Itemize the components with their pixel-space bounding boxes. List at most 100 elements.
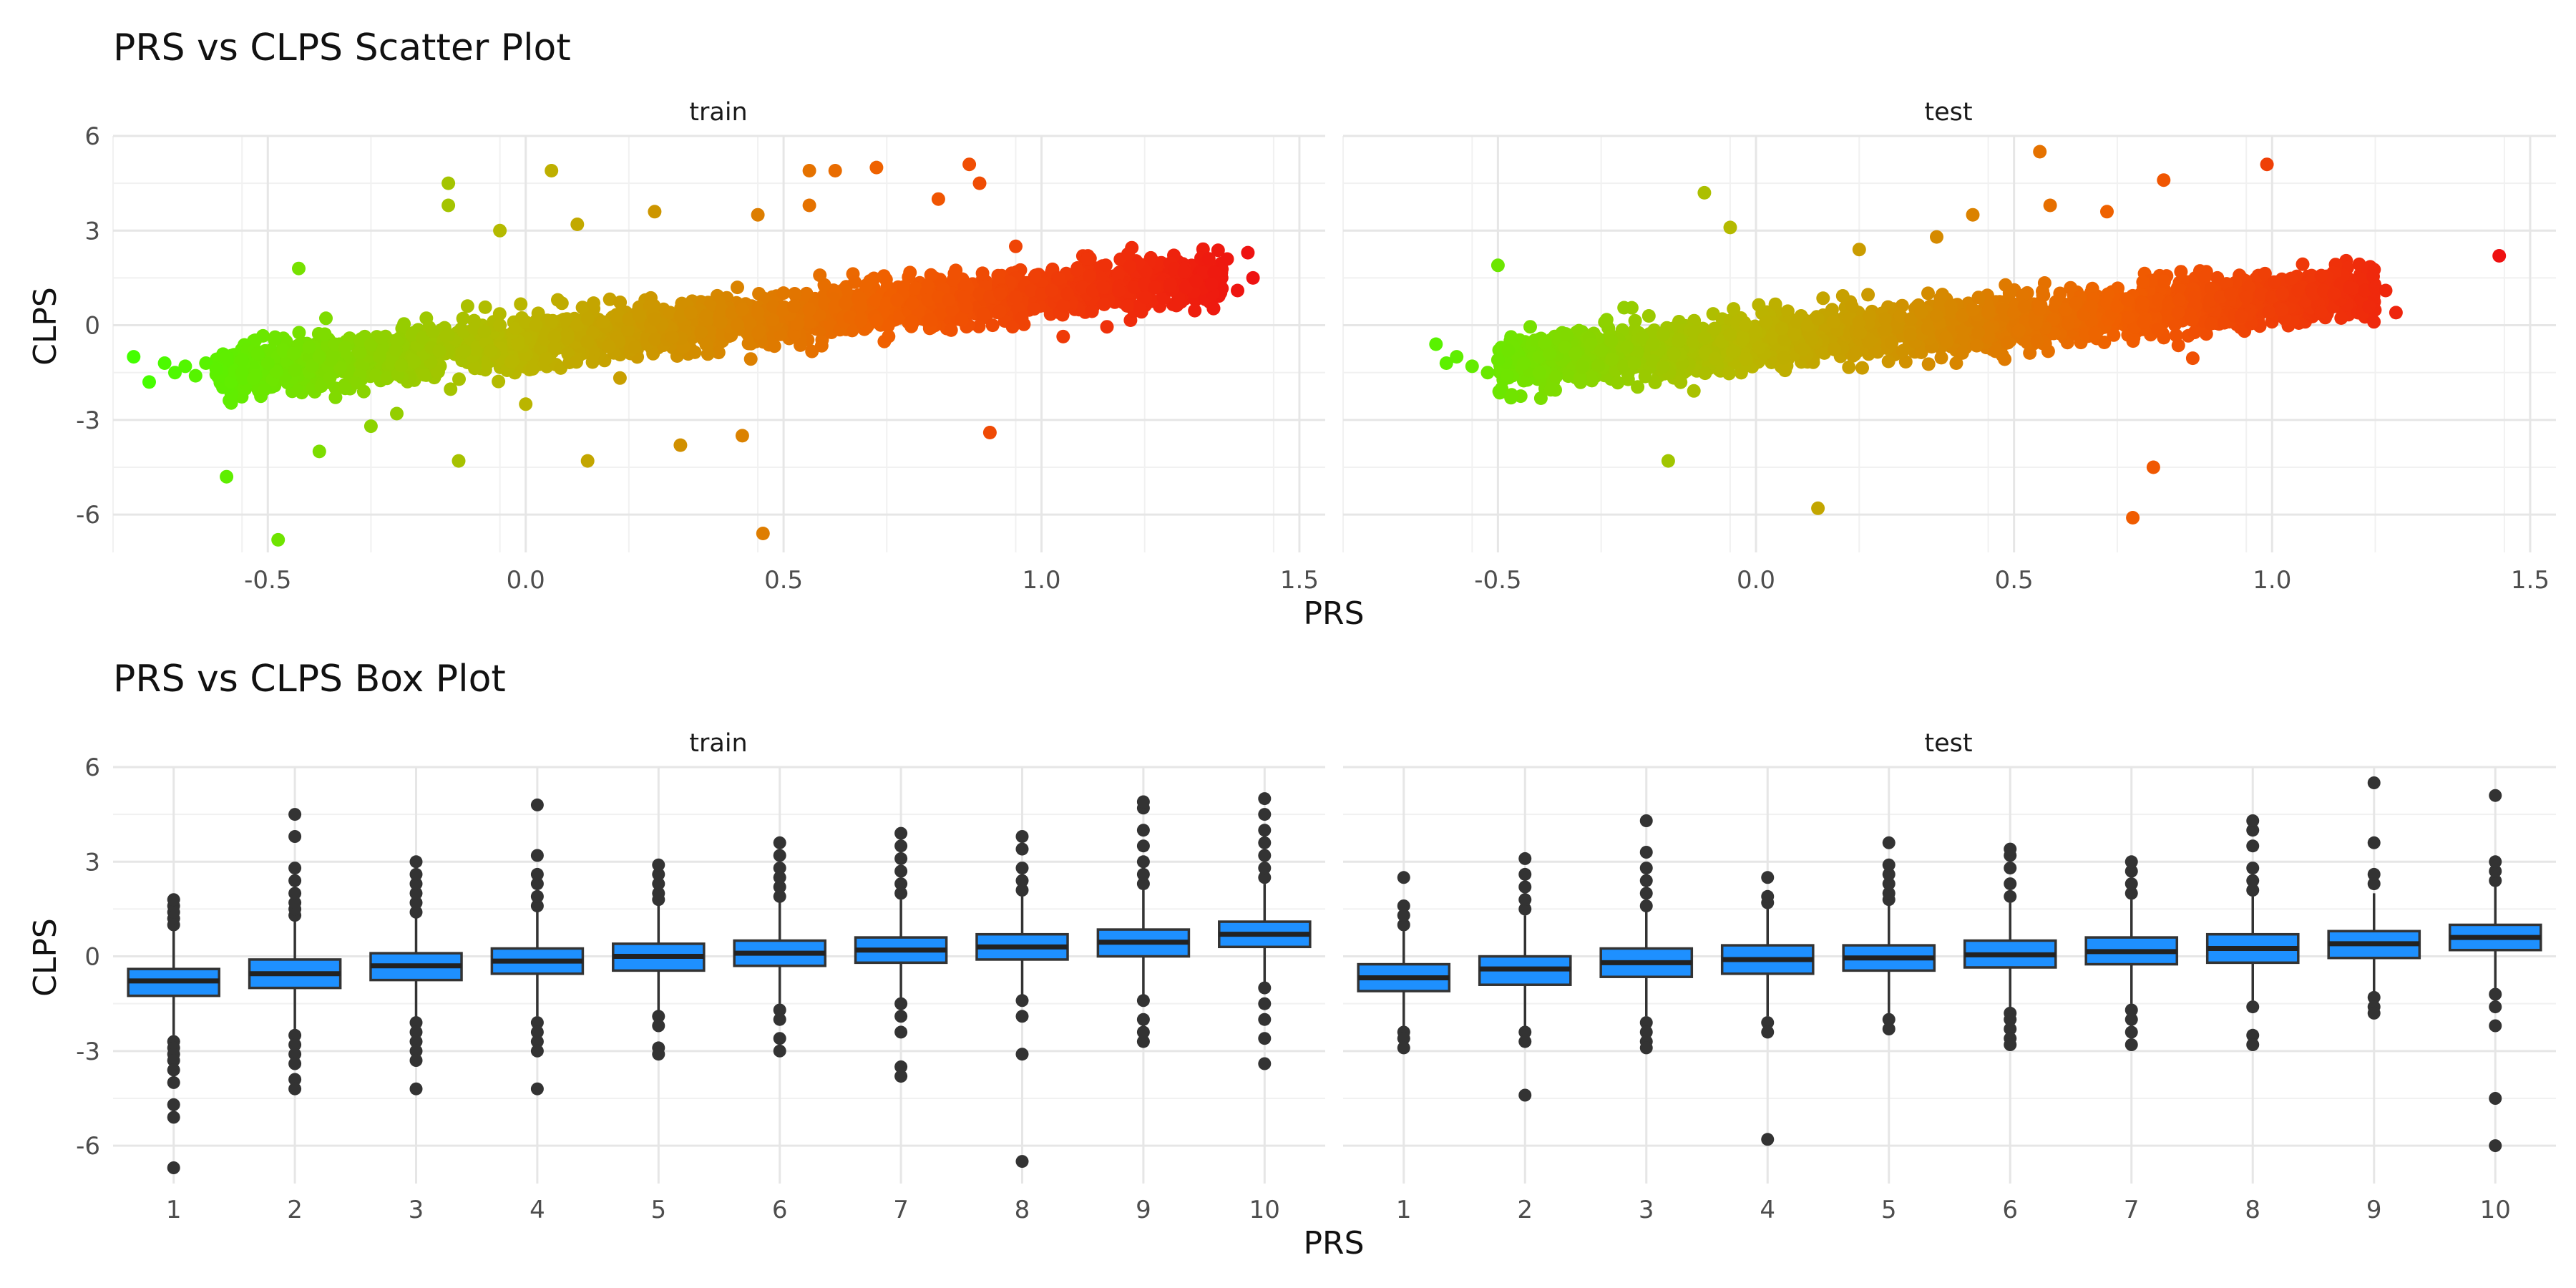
box-outlier <box>1258 792 1272 806</box>
scatter-point <box>879 296 894 311</box>
box-outlier <box>2004 1023 2017 1035</box>
box-outlier <box>1258 871 1272 884</box>
scatter-point <box>209 362 223 376</box>
scatter-point <box>2174 265 2188 279</box>
box-outlier <box>1882 877 1896 891</box>
scatter-point <box>1080 252 1095 266</box>
scatter-point <box>1045 283 1059 298</box>
box-outlier <box>1882 887 1896 900</box>
scatter-point <box>1777 351 1791 365</box>
box-outlier <box>1015 1155 1029 1169</box>
scatter-point <box>1611 376 1625 390</box>
box-1 <box>127 893 220 1174</box>
scatter-point <box>178 359 192 374</box>
box-outlier <box>1258 849 1272 862</box>
box-outlier <box>409 1016 423 1030</box>
scatter-point <box>1594 343 1609 358</box>
scatter-point <box>1005 320 1020 334</box>
x-tick-label: 1.0 <box>2253 566 2291 595</box>
scatter-point <box>1855 361 1869 375</box>
box-outlier <box>1258 1013 1272 1026</box>
box-outlier <box>530 1016 544 1030</box>
x-tick-label: 0.5 <box>1995 566 2034 595</box>
scatter-point <box>1971 326 1986 340</box>
scatter-point <box>1674 375 1688 389</box>
scatter-point <box>924 268 938 282</box>
scatter-point <box>648 312 662 326</box>
box-panel-test: 1 2 3 4 5 6 7 8 9 10 <box>1343 766 2556 1224</box>
y-tick-label: -6 <box>76 1132 100 1161</box>
scatter-point <box>1708 351 1722 366</box>
scatter-point <box>2059 303 2073 316</box>
scatter-point <box>431 365 445 379</box>
scatter-point <box>452 454 466 468</box>
scatter-point <box>1035 287 1048 301</box>
box-outlier <box>1397 1041 1410 1055</box>
scatter-point <box>271 532 286 547</box>
scatter-point <box>2203 293 2218 307</box>
scatter-point <box>2187 326 2202 340</box>
box-outlier <box>1639 1016 1653 1030</box>
scatter-point <box>1120 299 1134 313</box>
box-6 <box>1963 842 2057 1051</box>
scatter-point <box>2152 293 2166 307</box>
scatter-point <box>2379 283 2393 298</box>
scatter-point <box>1800 318 1815 332</box>
scatter-point <box>890 293 904 307</box>
scatter-point <box>2492 249 2507 263</box>
box-outlier <box>773 1003 786 1017</box>
scatter-point <box>575 301 590 315</box>
scatter-point <box>2260 157 2274 172</box>
box-outlier <box>1258 808 1272 821</box>
scatter-point <box>1439 356 1453 370</box>
scatter-point <box>1752 341 1766 355</box>
scatter-point <box>2136 296 2150 311</box>
scatter-point <box>1163 277 1178 291</box>
scatter-point <box>1097 297 1111 311</box>
scatter-point <box>2121 311 2135 325</box>
scatter-point <box>1620 340 1634 354</box>
scatter-point <box>539 352 553 366</box>
box-outlier <box>530 849 544 862</box>
box-outlier <box>894 1060 908 1073</box>
scatter-point <box>2167 318 2182 332</box>
box-outlier <box>652 858 665 872</box>
box-outlier <box>1136 824 1150 837</box>
scatter-point <box>632 308 646 323</box>
x-tick-label: 9 <box>2366 1196 2382 1224</box>
scatter-point <box>711 346 726 360</box>
scatter-point <box>1500 369 1514 383</box>
scatter-point <box>2157 275 2171 288</box>
scatter-point <box>1749 324 1763 338</box>
scatter-point <box>1930 230 1943 244</box>
scatter-point <box>1656 328 1670 342</box>
x-tick-label: 6 <box>2002 1196 2018 1224</box>
scatter-point <box>665 330 680 344</box>
scatter-strip-test: test <box>1924 98 1972 127</box>
box-outlier <box>1397 899 1410 912</box>
scatter-point <box>767 339 781 353</box>
scatter-title: PRS vs CLPS Scatter Plot <box>113 26 571 69</box>
scatter-point <box>803 315 817 329</box>
scatter-point <box>1100 320 1114 334</box>
scatter-point <box>460 299 474 313</box>
box-outlier <box>652 867 665 881</box>
scatter-point <box>766 299 781 313</box>
scatter-point <box>1723 328 1737 342</box>
scatter-point <box>2172 293 2186 307</box>
scatter-point <box>993 287 1008 301</box>
box-outlier <box>1639 1025 1653 1039</box>
scatter-point <box>1575 360 1589 374</box>
scatter-point <box>560 312 574 326</box>
scatter-point <box>235 366 249 380</box>
box-outlier <box>773 1013 786 1026</box>
scatter-point <box>432 344 447 358</box>
scatter-point <box>839 286 854 300</box>
x-tick-label: 6 <box>772 1196 788 1224</box>
y-tick-label: -3 <box>76 406 100 435</box>
x-tick-label: 1 <box>1396 1196 1412 1224</box>
scatter-panel-test: -0.5 0.0 0.5 1.0 1.5 <box>1342 135 2556 595</box>
scatter-point <box>1648 376 1662 389</box>
scatter-point <box>1996 303 2011 316</box>
box-outlier <box>773 880 786 894</box>
